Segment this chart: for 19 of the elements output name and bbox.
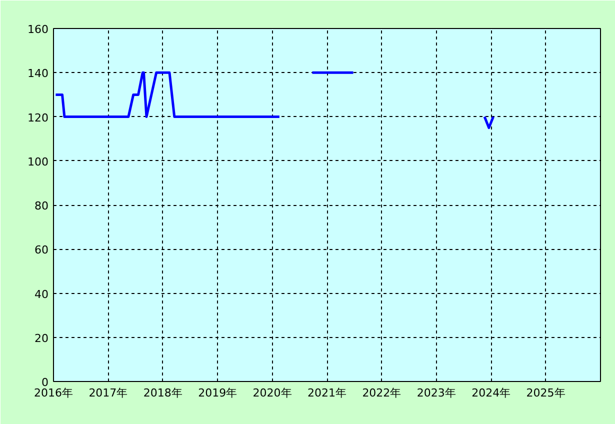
y-tick-label: 60: [34, 244, 49, 257]
x-tick-label: 2021年: [308, 386, 347, 400]
x-tick-label: 2020年: [252, 386, 292, 400]
x-tick-label: 2022年: [362, 386, 402, 400]
y-tick-label: 140: [28, 67, 49, 80]
x-tick-label: 2024年: [472, 386, 511, 400]
x-tick-label: 2016年: [34, 386, 74, 400]
x-tick-label: 2018年: [143, 386, 182, 400]
y-tick-label: 40: [34, 288, 49, 301]
y-tick-label: 0: [42, 376, 48, 389]
x-tick-label: 2025年: [526, 386, 566, 400]
x-tick-label: 2023年: [416, 386, 456, 400]
x-tick-label: 2019年: [198, 386, 238, 400]
y-tick-label: 100: [28, 155, 49, 168]
y-tick-label: 20: [34, 332, 49, 345]
y-tick-label: 160: [28, 23, 49, 36]
y-tick-label: 120: [28, 111, 49, 124]
x-tick-label: 2017年: [88, 386, 128, 400]
y-tick-label: 80: [34, 200, 49, 212]
